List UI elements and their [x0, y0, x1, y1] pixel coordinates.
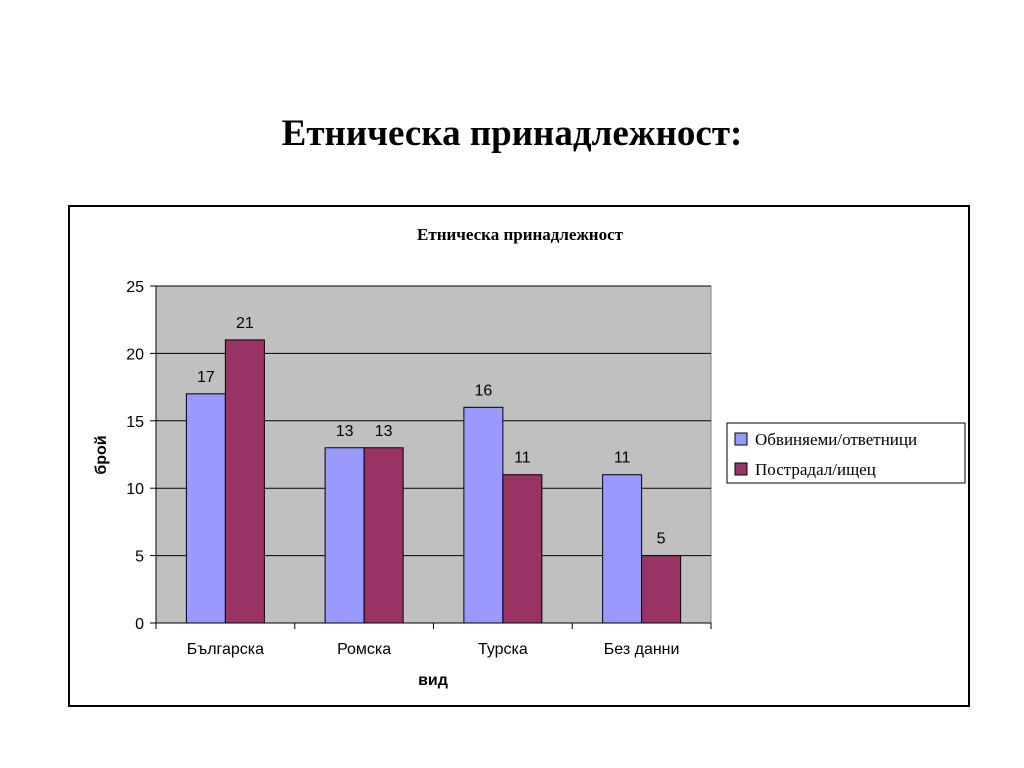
x-axis-title: вид	[418, 672, 448, 689]
y-tick-label: 10	[126, 481, 144, 498]
x-tick-label: Без данни	[604, 641, 680, 658]
y-axis-title: брой	[93, 435, 110, 474]
bar-victim	[641, 555, 682, 624]
x-tick-label: Българска	[187, 641, 264, 658]
slide-title: Етническа принадлежност:	[281, 113, 743, 154]
bar-victim	[363, 447, 404, 624]
data-label: 21	[236, 315, 254, 332]
legend-swatch	[734, 462, 748, 476]
legend-swatch	[734, 432, 748, 446]
y-tick-label: 20	[126, 346, 144, 363]
chart-title: Етническа принадлежност	[417, 225, 624, 244]
data-label: 16	[474, 382, 492, 399]
legend-label: Пострадал/ищец	[755, 460, 876, 479]
data-label: 11	[614, 450, 631, 467]
y-tick-label: 5	[135, 549, 144, 566]
bar-accused	[324, 447, 365, 624]
data-label: 13	[375, 423, 393, 440]
x-tick-label: Турска	[478, 641, 528, 658]
bar-victim	[502, 474, 543, 624]
data-label: 17	[197, 369, 215, 386]
data-label: 13	[336, 423, 354, 440]
y-tick-label: 15	[126, 414, 144, 431]
bar-accused	[463, 406, 504, 624]
bar-accused	[185, 393, 226, 624]
x-tick-label: Ромска	[337, 641, 391, 658]
bar-accused	[602, 474, 643, 624]
y-tick-label: 25	[126, 279, 144, 296]
legend-label: Обвиняеми/ответници	[755, 430, 917, 449]
legend	[726, 422, 966, 484]
bar-victim	[224, 339, 265, 624]
y-tick-label: 0	[135, 616, 144, 633]
data-label: 11	[514, 450, 531, 467]
data-label: 5	[657, 531, 666, 548]
